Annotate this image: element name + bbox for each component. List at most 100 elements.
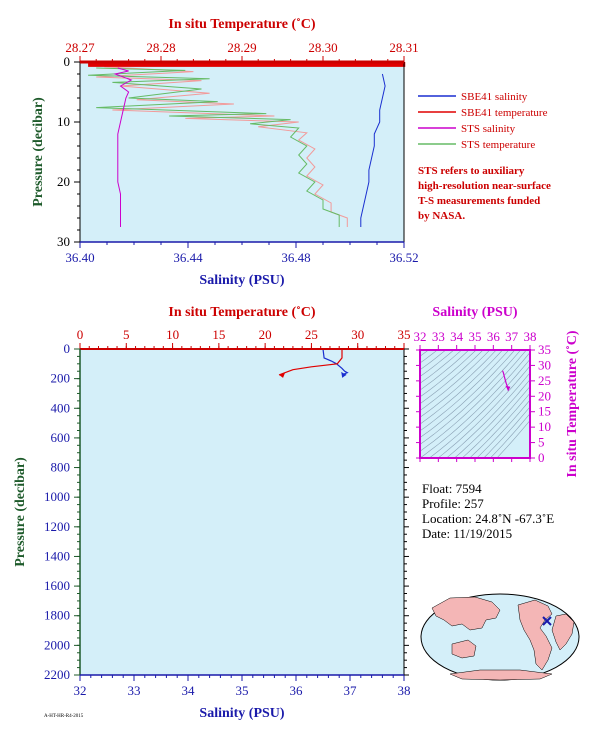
ts-temp-tick-label: 10 [538,419,551,434]
sts-note-line-1: STS refers to auxiliary [418,165,525,177]
ts-temp-tick-label: 20 [538,388,551,403]
bottom-pressure-tick-label: 1800 [44,608,70,623]
bottom-temp-tick-label: 20 [259,327,272,342]
ts-sal-tick-label: 37 [505,329,519,344]
map-land-antarctica [449,669,553,681]
ts-isopycnal [420,350,477,398]
legend-label-sts-salinity: STS salinity [461,123,516,135]
top-series-sbe41-temperature [88,61,406,67]
ts-isopycnal [476,399,530,458]
ts-isopycnals [420,237,530,458]
bottom-temp-axis-label: In situ Temperature (˚C) [168,305,315,320]
top-profile-panel: 28.27 28.28 28.29 28.30 28.31 36.40 36.44 36.48… [31,17,419,288]
bottom-plot-area [80,349,404,675]
bottom-temp-tick-label: 5 [123,327,130,342]
bottom-temp-tick-label: 0 [77,327,84,342]
ts-isopycnal [420,352,530,458]
float-info: Float: 7594 Profile: 257 Location: 24.8˚… [422,481,554,541]
bottom-pressure-tick-label: 2200 [44,667,70,682]
legend-label-sts-temperature: STS temperature [461,139,535,151]
ts-isopycnal [420,237,530,343]
bottom-pressure-tick-label: 1200 [44,519,70,534]
bottom-axes-group: 0 5 10 15 20 25 30 35 32 33 34 35 36 37 38 0 200 400 600 80… [44,327,411,698]
bottom-pressure-tick-label: 2000 [44,637,70,652]
float-location-marker [542,616,552,626]
ts-isopycnal [420,350,527,452]
bottom-pressure-tick-label: 400 [51,400,71,415]
top-series-sts-salinity [113,67,133,227]
top-temp-axis-label: In situ Temperature (˚C) [168,17,315,32]
bottom-pressure-tick-label: 1400 [44,548,70,563]
ts-sal-tick-label: 33 [432,329,445,344]
bottom-temp-tick-label: 25 [305,327,318,342]
ts-isopycnal [420,350,510,432]
sts-note-line-4: by NASA. [418,210,465,222]
ts-sal-axis-label: Salinity (PSU) [432,305,518,320]
ts-series-group [501,370,511,391]
ts-isopycnal [420,350,470,391]
ts-isopycnal [428,359,530,458]
float-location: Location: 24.8˚N -67.3˚E [422,511,554,526]
sts-note-line-3: T-S measurements funded [418,195,540,207]
ts-isopycnal [420,350,484,404]
profile-number: Profile: 257 [422,496,484,511]
bottom-pressure-tick-label: 1600 [44,578,70,593]
bottom-series-salinity [322,348,349,376]
footer-code: A-HT-HR-R4-2015 [44,714,84,719]
bottom-sal-tick-label: 36 [290,683,304,698]
ts-isopycnal [469,393,530,458]
ts-sal-tick-label: 36 [487,329,501,344]
top-pressure-tick-label: 10 [57,114,70,129]
ts-isopycnal [420,350,463,384]
top-series-sts-temperature [88,67,340,227]
top-plot-area [80,62,404,242]
ts-isopycnal [420,350,503,425]
temperature-arrow [279,372,286,378]
ts-temp-tick-label: 30 [538,357,551,372]
top-axes-group: 28.27 28.28 28.29 28.30 28.31 36.40 36.44 36.48… [57,40,419,265]
bottom-sal-tick-label: 34 [182,683,196,698]
bottom-pressure-tick-label: 1000 [44,489,70,504]
bottom-temp-tick-label: 10 [166,327,179,342]
bottom-sal-tick-label: 37 [344,683,358,698]
top-temp-tick-label: 28.27 [65,40,95,55]
legend-label-sbe41-salinity: SBE41 salinity [461,91,528,103]
ts-isopycnal [420,350,447,370]
ts-temp-tick-label: 35 [538,342,551,357]
bottom-pressure-tick-label: 0 [64,341,71,356]
ts-isopycnal [420,350,497,418]
map-land-africa [551,613,575,651]
bottom-sal-tick-label: 38 [398,683,411,698]
ts-isopycnal [496,420,530,458]
float-id: Float: 7594 [422,481,482,496]
top-pressure-tick-label: 0 [64,54,71,69]
top-sal-tick-label: 36.40 [65,250,94,265]
map-land-eurasia [431,596,501,631]
top-sal-axis-label: Salinity (PSU) [199,273,285,288]
ts-isopycnal [420,350,522,445]
sts-note-line-2: high-resolution near-surface [418,180,551,192]
ts-temp-tick-label: 25 [538,373,551,388]
top-temp-tick-label: 28.29 [227,40,256,55]
bottom-sal-tick-label: 33 [128,683,141,698]
bottom-sal-tick-label: 35 [236,683,249,698]
ts-isopycnal [420,350,491,411]
bottom-sal-tick-label: 32 [74,683,87,698]
top-sal-tick-label: 36.48 [281,250,310,265]
top-temp-tick-label: 28.31 [389,40,418,55]
bottom-temp-tick-label: 35 [398,327,411,342]
top-pressure-tick-label: 30 [57,234,70,249]
ts-isopycnal [483,406,530,458]
ts-temp-axis-label: In situ Temperature (˚C) [565,330,580,477]
bottom-profile-panel: 0 5 10 15 20 25 30 35 32 33 34 35 36 37 38 0 200 400 600 80… [13,305,411,721]
top-pressure-tick-label: 20 [57,174,70,189]
legend: SBE41 salinity SBE41 temperature STS sal… [418,91,551,222]
ts-sal-tick-label: 32 [414,329,427,344]
ts-temp-tick-label: 0 [538,450,545,465]
salinity-arrow [341,371,347,378]
bottom-temp-tick-label: 30 [351,327,364,342]
map-land-australia [451,639,477,659]
